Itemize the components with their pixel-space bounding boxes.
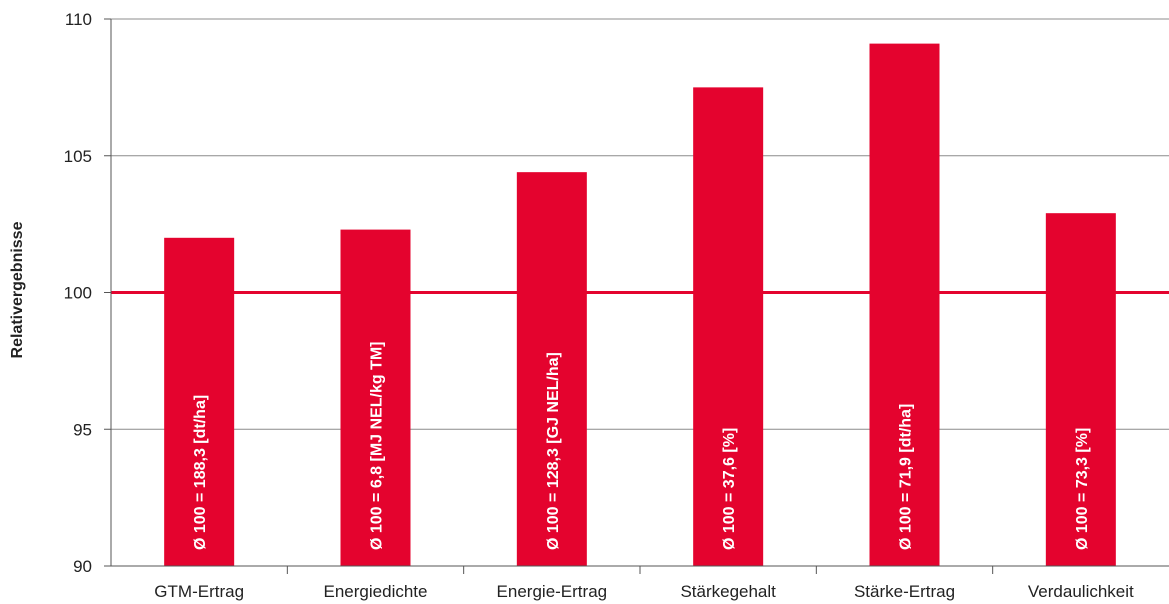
x-tick-label: Stärke-Ertrag [854, 582, 955, 601]
bar [693, 87, 764, 566]
bar-label: Ø 100 = 128,3 [GJ NEL/ha] [545, 352, 562, 550]
y-tick-label: 105 [64, 147, 92, 166]
bar [516, 172, 587, 566]
x-tick-label: Energiedichte [324, 582, 428, 601]
gridlines [111, 18, 1169, 430]
bar [869, 43, 940, 567]
labels: 90 95 100 105 110 GTM-Ertrag Ø 100 = 188,3 [dt… [9, 10, 1134, 601]
x-tick-label: GTM-Ertrag [154, 582, 244, 601]
bar-label: Ø 100 = 188,3 [dt/ha] [192, 395, 209, 550]
bar-label: Ø 100 = 6,8 [MJ NEL/kg TM] [369, 342, 386, 551]
y-tick-label: 110 [65, 10, 92, 29]
x-tick-label: Stärkegehalt [680, 582, 776, 601]
y-tick-label: 95 [73, 420, 92, 439]
axes [104, 18, 1169, 574]
x-tick-label: Verdaulichkeit [1028, 582, 1134, 601]
y-tick-label: 90 [73, 557, 92, 576]
bar [1045, 213, 1116, 566]
bar [340, 229, 411, 566]
bar-label: Ø 100 = 37,6 [%] [721, 428, 738, 550]
y-axis-label: Relativergebnisse [9, 221, 26, 358]
bar-label: Ø 100 = 71,9 [dt/ha] [898, 404, 915, 550]
y-tick-label: 100 [64, 284, 92, 303]
bars [164, 43, 1116, 567]
bar-label: Ø 100 = 73,3 [%] [1074, 428, 1091, 550]
x-tick-label: Energie-Ertrag [497, 582, 608, 601]
